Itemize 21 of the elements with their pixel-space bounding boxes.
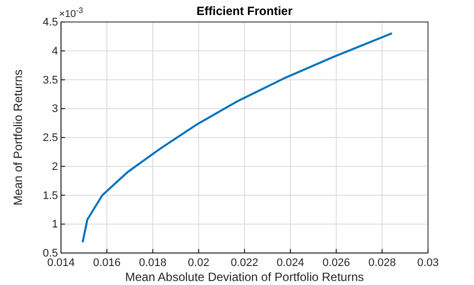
x-tick-label: 0.018: [138, 256, 167, 269]
x-tick-label: 0.02: [188, 256, 210, 269]
x-tick-label: 0.026: [322, 256, 350, 269]
line-series: [82, 32, 392, 242]
y-tick-label: 2.5: [42, 132, 58, 144]
y-tick-label: 2: [52, 160, 58, 173]
y-tick-label: 1.5: [42, 190, 58, 202]
y-axis-title: Mean of Portfolio Returns: [11, 69, 25, 206]
y-tick-label: 3: [52, 103, 58, 116]
x-tick-label: 0.028: [368, 256, 396, 269]
y-tick-label: 4: [52, 45, 58, 58]
chart-title: Efficient Frontier: [196, 4, 293, 18]
x-tick-label: 0.016: [93, 256, 121, 269]
x-axis-title: Mean Absolute Deviation of Portfolio Returns: [125, 270, 364, 284]
x-tick-label: 0.024: [276, 256, 304, 269]
y-tick-label: 4.5: [42, 16, 58, 29]
y-tick-label: 1: [52, 218, 58, 231]
x-tick-label: 0.03: [417, 256, 439, 269]
y-tick-label: 3.5: [42, 74, 58, 86]
text: ×10$^{-3}$: [59, 6, 84, 20]
x-tick-label: 0.022: [230, 256, 258, 269]
